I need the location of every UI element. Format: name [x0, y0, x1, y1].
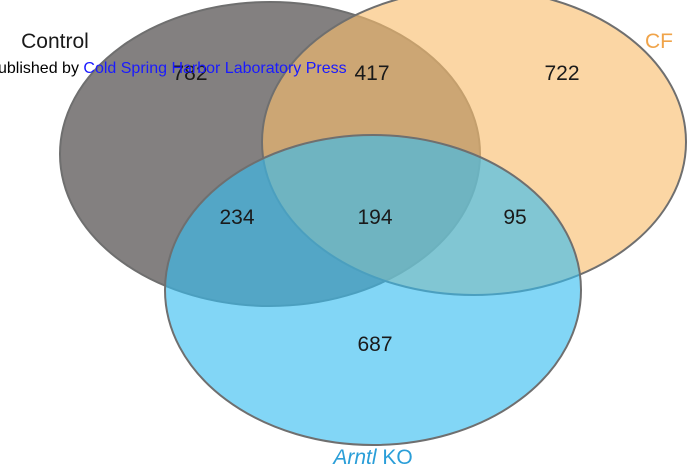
cf-set-label: CF: [645, 30, 673, 53]
publisher-watermark: ublished by Cold Spring Harbor Laborator…: [0, 60, 347, 78]
control-arntl-count: 234: [219, 206, 254, 229]
control-cf-count: 417: [354, 62, 389, 85]
all-three-count: 194: [357, 206, 392, 229]
control-only-count: 782: [172, 62, 207, 85]
arntl-ko-set-label: Arntl KO: [331, 446, 412, 469]
cf-only-count: 722: [544, 62, 579, 85]
cf-arntl-count: 95: [503, 206, 526, 229]
publisher-link[interactable]: Cold Spring Harbor Laboratory Press: [83, 60, 347, 77]
control-set-label: Control: [21, 30, 89, 53]
arntl-ko-set-circle: [164, 134, 582, 446]
watermark-prefix: ublished by: [0, 60, 84, 77]
arntl-only-count: 687: [357, 333, 392, 356]
